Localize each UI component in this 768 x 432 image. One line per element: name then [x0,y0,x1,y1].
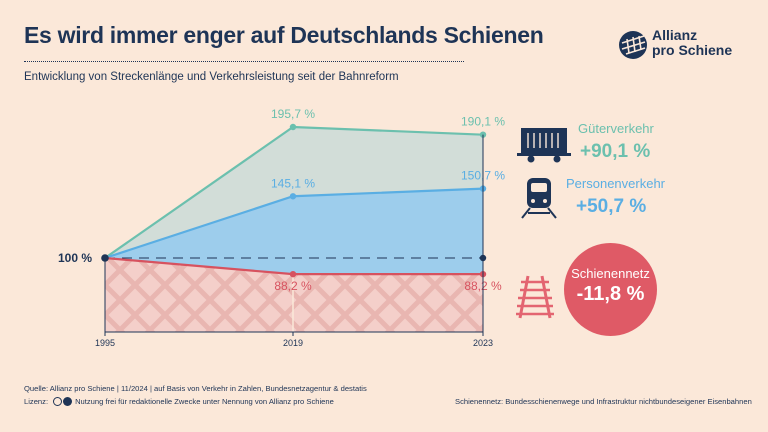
freight-point-2019 [289,123,297,131]
legend-passenger-value: +50,7 % [576,196,647,217]
logo-line-1: Allianz [652,27,698,43]
train-icon [521,178,557,219]
network-badge: Schienennetz -11,8 % [564,243,657,336]
legend-freight-label: Güterverkehr [578,121,654,136]
license-text: Nutzung frei für redaktionelle Zwecke un… [75,397,334,406]
passenger-label-2019: 145,1 % [271,176,315,190]
x-tick-label-1995: 1995 [95,338,115,348]
license-note: Lizenz: Nutzung frei für redaktionelle Z… [24,397,334,406]
network-definition-note: Schienennetz: Bundesschienenwege und Inf… [455,397,752,406]
x-tick-label-2019: 2019 [283,338,303,348]
x-tick-label-2023: 2023 [473,338,493,348]
network-area-hatch [105,258,483,332]
baseline-label: 100 % [58,251,92,265]
rail-track-icon [516,275,554,319]
network-label-2019: 88,2 % [274,279,312,293]
passenger-area-lower [105,258,483,275]
brand-logo[interactable]: Allianz pro Schiene [618,26,748,66]
legend-network-value: -11,8 % [576,283,645,305]
passenger-point-2019 [289,193,297,200]
rail-tracks-logo-icon [619,31,647,59]
cc-by-icon [53,397,73,406]
freight-wagon-icon [517,128,571,163]
freight-label-2023: 190,1 % [461,115,505,129]
freight-label-2019: 195,7 % [271,107,315,121]
title-divider [24,61,464,62]
chart-subtitle: Entwicklung von Streckenlänge und Verkeh… [24,71,399,83]
freight-area [105,127,483,258]
source-note: Quelle: Allianz pro Schiene | 11/2024 | … [24,384,367,393]
legend-passenger-label: Personenverkehr [566,176,665,191]
logo-line-2: pro Schiene [652,42,733,58]
passenger-area [105,188,483,258]
legend-network-label: Schienennetz [571,266,650,281]
network-point-2019 [289,270,297,278]
license-prefix: Lizenz: [24,397,49,406]
legend-freight-value: +90,1 % [580,141,651,162]
chart-title: Es wird immer enger auf Deutschlands Sch… [24,22,544,48]
